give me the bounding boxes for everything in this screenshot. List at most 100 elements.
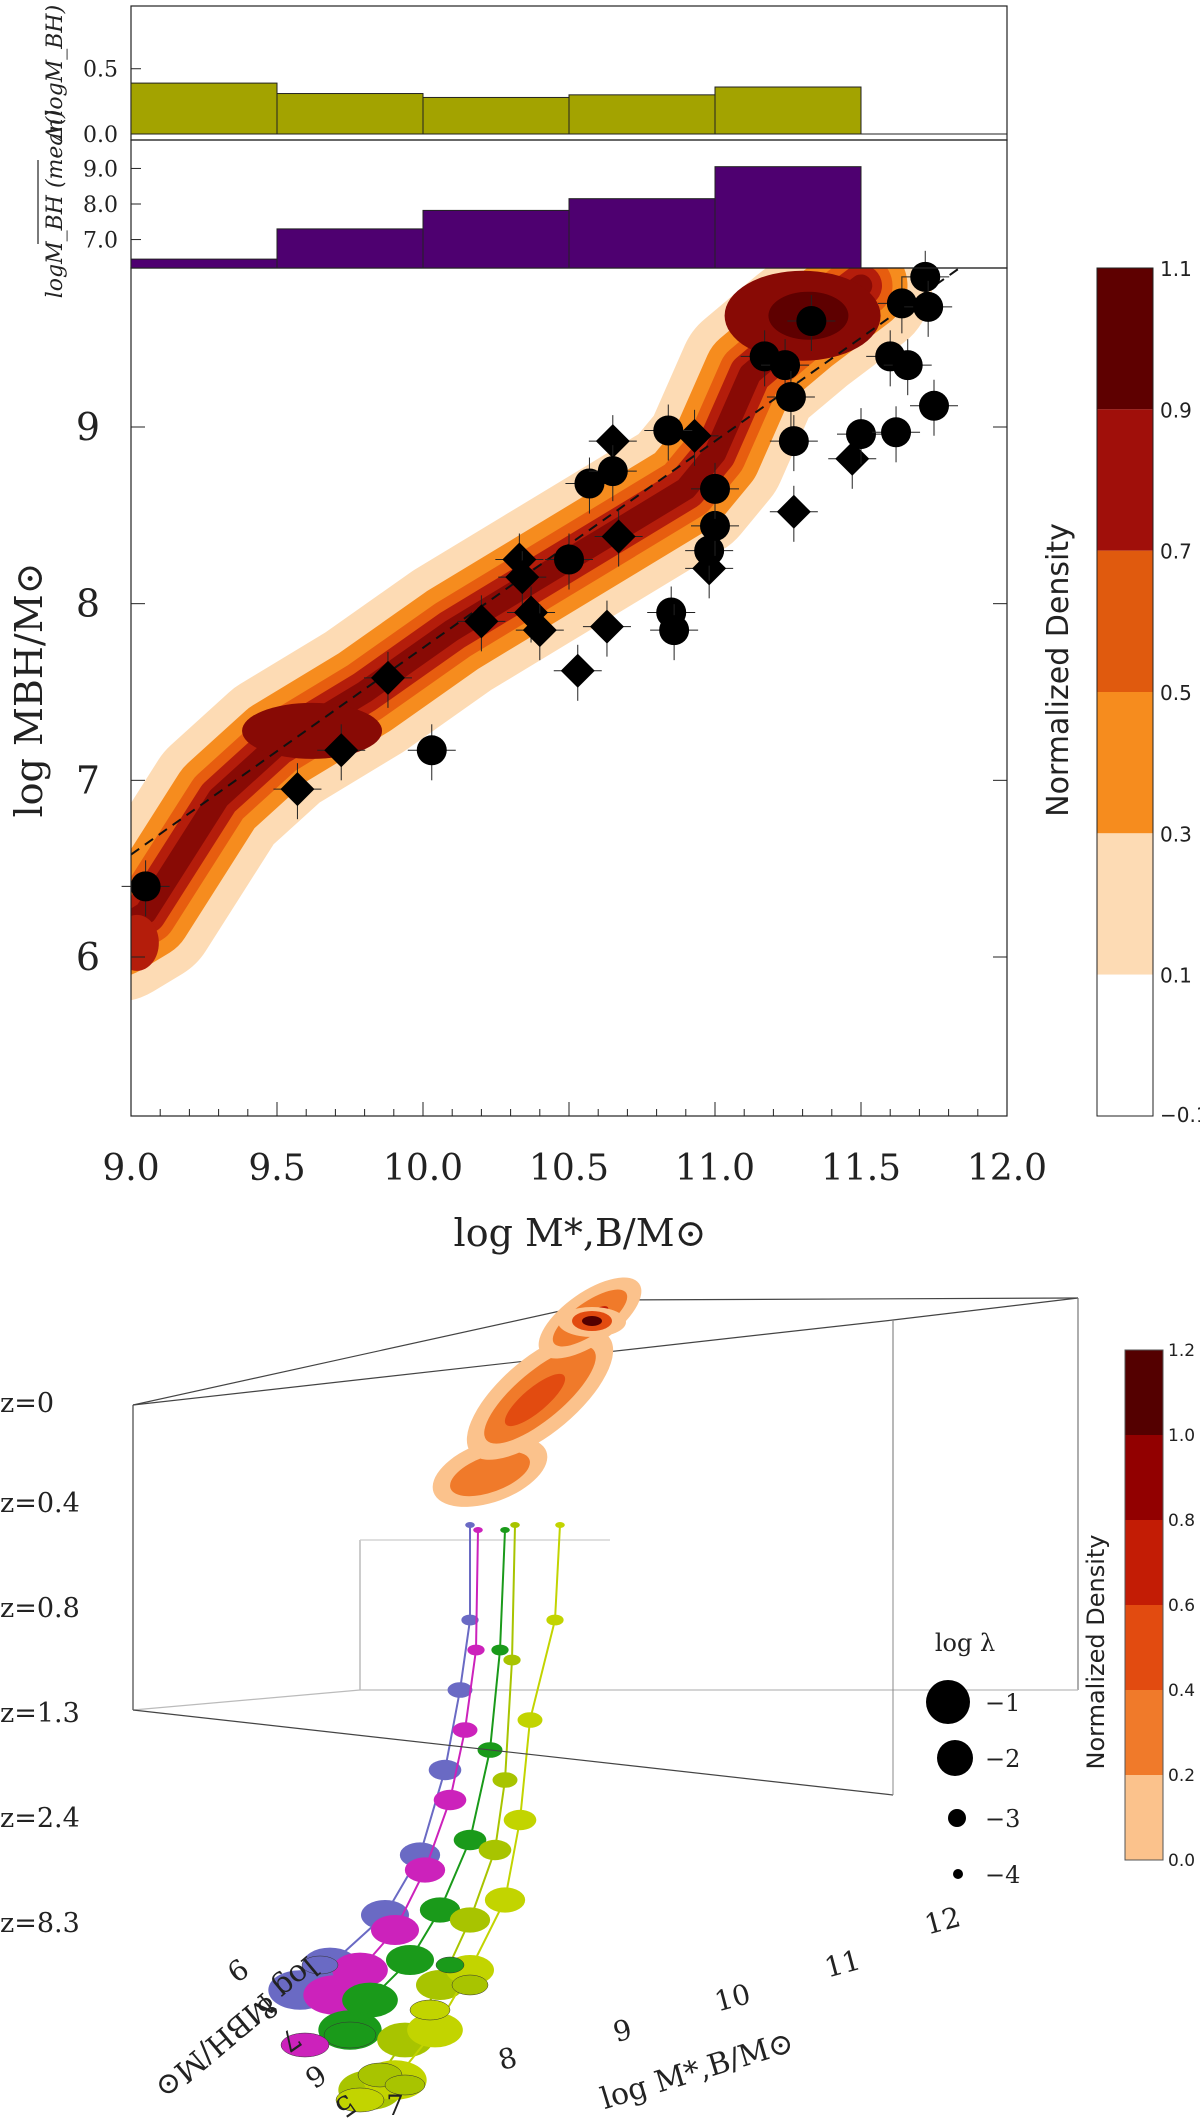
x3d-tick: 11 [821,1943,864,1984]
colorbar-bottom-label-text: Normalized Density [1082,1535,1110,1770]
mean-ylabel-text: logM_BH (mean) [43,110,68,299]
main-xlabel: log M*,B/M⊙ [454,1211,707,1255]
lid-blob-b-core [504,1373,566,1427]
circle-point [694,535,725,566]
cube-edge-floor-left [132,1689,361,1711]
main-ytick-label: 8 [76,582,100,626]
colorbar-top-tick: 0.7 [1160,540,1192,564]
circle-point [886,288,917,319]
size-legend-label: −3 [985,1805,1020,1833]
colorbar-top-band [1097,268,1153,410]
track-marker-low [384,2074,426,2096]
3d-cube [132,1297,1079,1711]
delta-ylabel: Δ(logM_BH) [43,5,68,142]
colorbar-bottom-tick: 0.0 [1168,1851,1195,1871]
diamond-point [522,613,557,648]
colorbar-top-tick: 0.3 [1160,822,1192,846]
delta-ylabel-text: Δ(logM_BH) [43,5,68,142]
density-peak-edge [131,914,159,971]
colorbar-top-tick: 0.9 [1160,398,1192,422]
colorbar-top-tick: −0.1 [1160,1103,1200,1127]
main-xtick-label: 10.0 [383,1148,463,1189]
track-marker [503,1654,521,1666]
colorbar-top-tick: 0.1 [1160,964,1192,988]
delta-ytick-label: 0.5 [83,58,118,83]
cube-edge-top-right [892,1297,1079,1321]
track-marker [419,1897,461,1923]
mean-bar [568,198,716,269]
redshift-label: z=2.4 [0,1803,80,1834]
y3d-tick: 9 [221,1951,255,1988]
colorbar-bottom-tick: 0.6 [1168,1596,1195,1616]
cube-edge-top-front [132,1319,894,1406]
circle-point [659,615,690,646]
circle-point [653,415,684,446]
colorbar-bottom-band [1125,1520,1163,1605]
track-marker [461,1614,479,1626]
mean-histogram: 7.0 8.0 9.0 [83,157,862,269]
size-legend-marker [948,1809,966,1827]
track-marker [510,1522,520,1528]
colorbar-bottom-band [1125,1775,1163,1860]
delta-bar [714,86,862,135]
main-ytick-label: 7 [76,758,100,802]
circle-point [597,456,628,487]
mean-bar [422,209,570,269]
redshift-labels: z=0 z=0.4 z=0.8 z=1.3 z=2.4 z=8.3 [0,1388,80,1939]
track-marker [386,1945,434,1975]
track-marker [517,1712,543,1728]
size-legend-marker [953,1869,963,1879]
size-legend-title: log λ [935,1629,995,1657]
mean-bar [714,166,862,269]
track-marker-low [323,2021,377,2049]
mean-bar [276,228,424,269]
3d-cube-front-edges [132,1550,894,1796]
track-marker [449,1907,491,1933]
circle-point [913,291,944,322]
circle-point [130,871,161,902]
size-legend-label: −2 [985,1745,1020,1773]
size-legend: −1 −2 −3 −4 [926,1680,1020,1889]
track-marker [467,1644,485,1656]
circle-point [770,350,801,381]
diamond-point [776,494,811,529]
colorbar-bottom-tick: 0.2 [1168,1766,1195,1786]
diamond-point [560,653,595,688]
colorbar-bottom-tick: 0.8 [1168,1511,1195,1531]
track-marker [503,1809,537,1831]
data-points [121,250,958,917]
diamond-point [589,609,624,644]
track-marker-low [280,2032,330,2058]
colorbar-bottom-band [1125,1690,1163,1775]
colorbar-bottom-band [1125,1605,1163,1690]
track-marker [452,1722,478,1738]
redshift-label: z=0.4 [0,1488,80,1519]
track-marker-low [409,1999,451,2021]
diamond-point [505,560,540,595]
track-marker [453,1829,487,1851]
x3d-tick: 12 [921,1900,964,1941]
size-legend-label: −4 [985,1861,1020,1889]
circle-point [919,390,949,421]
size-legend-marker [937,1740,973,1776]
x3d-tick: 10 [711,1977,754,2018]
track-marker [433,1789,467,1811]
x3d-tick: 8 [495,2041,521,2077]
main-xtick-label: 9.5 [248,1148,305,1189]
circle-point [796,306,827,336]
track-marker [404,1857,446,1883]
diamond-point [370,660,405,695]
colorbar-top-tick: 1.1 [1160,257,1192,281]
redshift-label: z=0.8 [0,1593,80,1624]
main-xtick-label: 11.0 [675,1148,755,1189]
delta-bar [568,94,716,135]
main-ytick-label: 6 [76,935,100,979]
colorbar-top-tick: 0.5 [1160,681,1192,705]
track-marker [371,1915,419,1945]
colorbar-top-band [1097,550,1153,692]
main-xtick-label: 9.0 [102,1148,159,1189]
mean-bar [130,258,278,269]
track-marker [407,2012,463,2048]
